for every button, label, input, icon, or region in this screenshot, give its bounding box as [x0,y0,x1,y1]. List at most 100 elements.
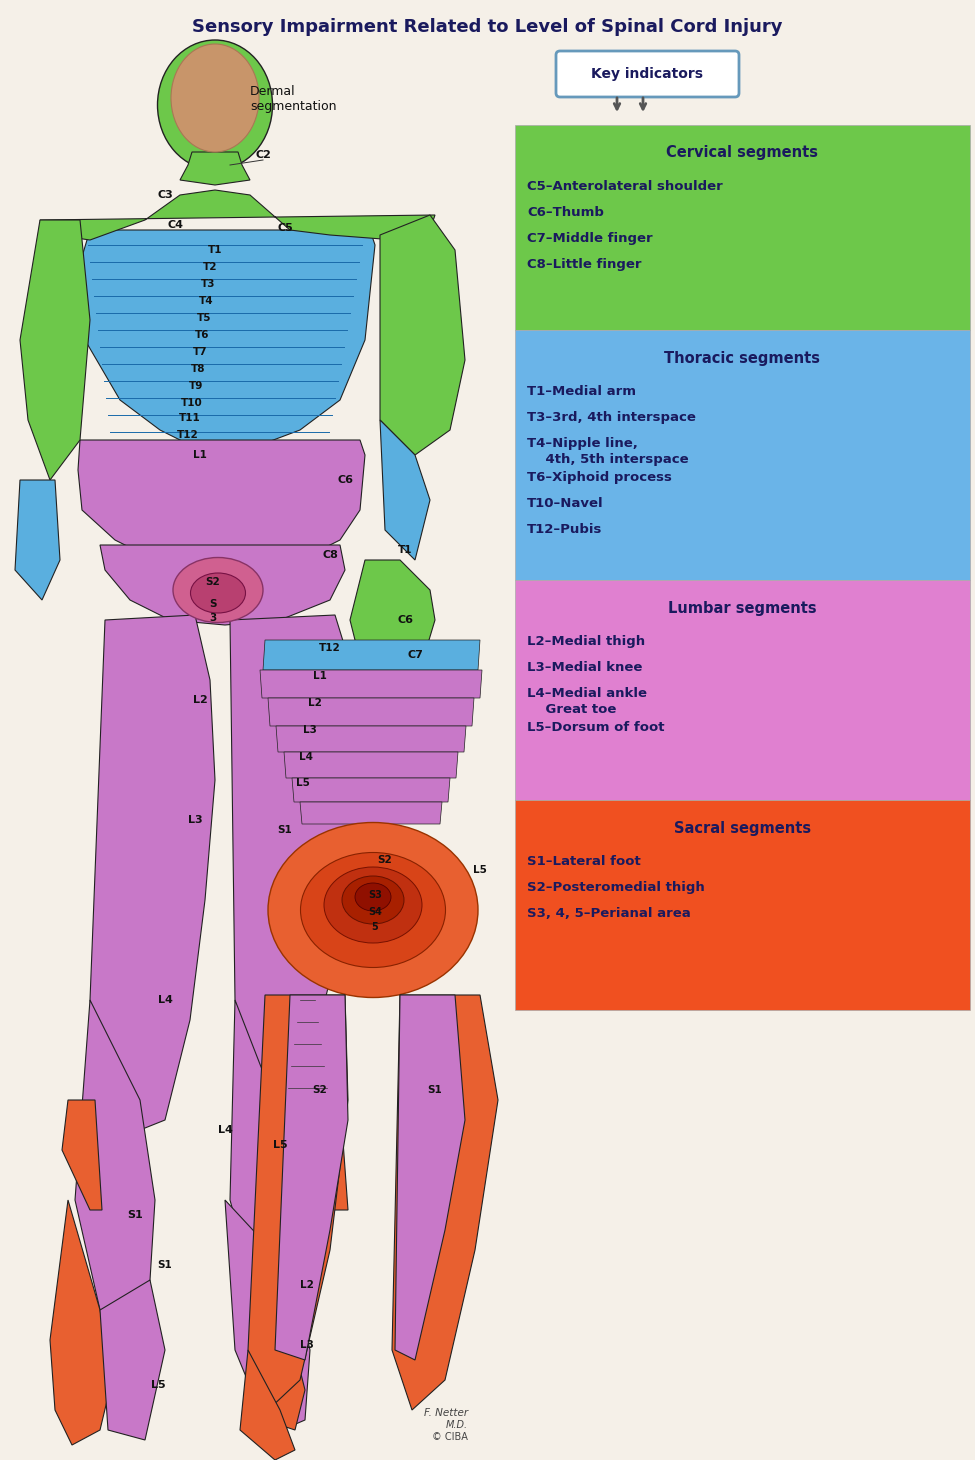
Text: F. Netter: F. Netter [424,1407,468,1418]
Polygon shape [263,639,480,670]
Polygon shape [300,802,442,823]
Text: L3: L3 [187,815,203,825]
Text: S1: S1 [127,1210,143,1221]
Text: Great toe: Great toe [527,704,616,715]
Text: C6: C6 [397,615,413,625]
Polygon shape [292,778,450,802]
Polygon shape [75,1000,155,1330]
Ellipse shape [324,867,422,943]
Text: T6: T6 [195,330,210,340]
Polygon shape [380,215,465,456]
Polygon shape [225,1200,310,1435]
Text: L4: L4 [299,752,313,762]
Polygon shape [50,1200,112,1445]
Text: S1: S1 [158,1260,173,1270]
Text: Key indicators: Key indicators [591,67,703,80]
Text: L5: L5 [296,778,310,788]
Text: L5: L5 [473,864,487,875]
Text: Sacral segments: Sacral segments [674,821,811,835]
Polygon shape [260,670,482,698]
Text: T12–Pubis: T12–Pubis [527,523,603,536]
Ellipse shape [190,572,246,613]
Text: Dermal
segmentation: Dermal segmentation [250,85,336,112]
Text: T12: T12 [319,642,341,653]
Text: T4–Nipple line,: T4–Nipple line, [527,437,638,450]
Text: L1: L1 [193,450,207,460]
Text: 4th, 5th interspace: 4th, 5th interspace [527,453,688,466]
Text: S1–Lateral foot: S1–Lateral foot [527,856,641,869]
Text: S4: S4 [369,907,382,917]
Polygon shape [40,190,435,239]
Text: T1–Medial arm: T1–Medial arm [527,385,636,399]
Bar [515,126,970,330]
Text: T2: T2 [203,261,217,272]
Polygon shape [90,615,215,1130]
Text: T6–Xiphoid process: T6–Xiphoid process [527,472,672,485]
Text: C6: C6 [337,474,353,485]
Bar [515,330,970,580]
Text: T12: T12 [177,431,199,439]
Text: 5: 5 [371,923,378,931]
Text: L3–Medial knee: L3–Medial knee [527,661,643,675]
Text: Lumbar segments: Lumbar segments [668,600,817,616]
Text: S3: S3 [369,891,382,899]
Polygon shape [350,561,435,685]
Bar [515,800,970,1010]
Text: C8–Little finger: C8–Little finger [527,258,642,272]
Text: T3: T3 [201,279,215,289]
Polygon shape [75,231,375,450]
Bar [515,580,970,800]
FancyBboxPatch shape [556,51,739,96]
Text: © CIBA: © CIBA [432,1432,468,1442]
Text: Cervical segments: Cervical segments [667,146,818,161]
Ellipse shape [158,39,272,169]
Text: C5: C5 [277,223,292,234]
Text: L5: L5 [273,1140,288,1150]
Text: C7–Middle finger: C7–Middle finger [527,232,652,245]
Ellipse shape [342,876,404,924]
Ellipse shape [268,822,478,997]
Text: M.D.: M.D. [446,1421,468,1429]
Polygon shape [230,615,360,1099]
Text: C8: C8 [322,550,338,561]
Text: 3: 3 [210,613,216,623]
Text: S2: S2 [377,856,392,864]
Text: L2: L2 [308,698,322,708]
Text: T9: T9 [189,381,203,391]
Text: T8: T8 [191,364,206,374]
Ellipse shape [300,853,446,968]
Text: L5: L5 [151,1380,166,1390]
Text: L1: L1 [313,672,327,680]
Ellipse shape [173,558,263,622]
Polygon shape [248,996,348,1410]
Text: T11: T11 [179,413,201,423]
Polygon shape [240,1350,295,1460]
Text: T7: T7 [193,347,208,358]
Polygon shape [268,698,474,726]
Text: T1: T1 [398,545,412,555]
Text: T3–3rd, 4th interspace: T3–3rd, 4th interspace [527,412,696,423]
Text: S3, 4, 5–Perianal area: S3, 4, 5–Perianal area [527,907,690,920]
Text: C3: C3 [157,190,173,200]
Text: S2–Posteromedial thigh: S2–Posteromedial thigh [527,880,705,894]
Polygon shape [308,1099,348,1210]
Text: L5–Dorsum of foot: L5–Dorsum of foot [527,721,665,734]
Polygon shape [15,480,60,600]
Text: L2: L2 [300,1280,314,1291]
Text: S2: S2 [206,577,220,587]
Text: C2: C2 [255,150,271,161]
Text: C5–Anterolateral shoulder: C5–Anterolateral shoulder [527,180,722,193]
Text: L2–Medial thigh: L2–Medial thigh [527,635,645,648]
Text: S: S [210,599,216,609]
Text: T5: T5 [197,312,212,323]
Polygon shape [20,220,90,480]
Text: L3: L3 [300,1340,314,1350]
Polygon shape [62,1099,102,1210]
Text: Sensory Impairment Related to Level of Spinal Cord Injury: Sensory Impairment Related to Level of S… [192,18,782,36]
Text: T4: T4 [199,296,214,307]
Polygon shape [78,439,365,565]
Polygon shape [284,752,458,778]
Text: C7: C7 [408,650,423,660]
Text: T10: T10 [181,399,203,407]
Polygon shape [395,996,465,1361]
